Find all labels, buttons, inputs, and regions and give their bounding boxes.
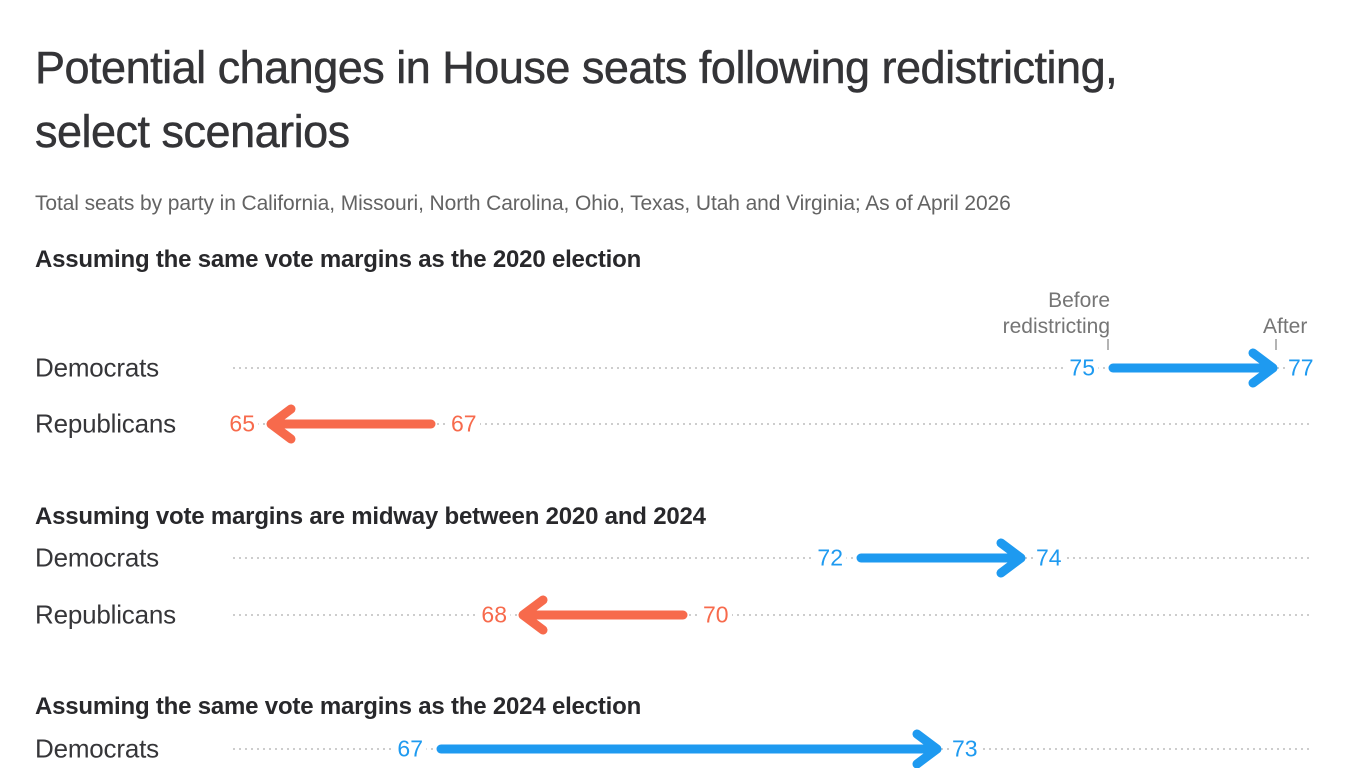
before-value: 67 xyxy=(448,409,480,439)
before-value: 67 xyxy=(394,734,426,764)
section-header-2020-margins: Assuming the same vote margins as the 20… xyxy=(35,246,642,273)
section-header-2024-margins: Assuming the same vote margins as the 20… xyxy=(35,693,642,720)
row-label: Democrats xyxy=(35,352,159,383)
row-dotted-line xyxy=(233,614,1310,616)
after-value: 77 xyxy=(1285,353,1317,383)
after-value: 68 xyxy=(478,600,510,630)
chart-subtitle: Total seats by party in California, Miss… xyxy=(35,192,1011,215)
axis-tick-after xyxy=(1275,339,1277,350)
chart-row-democrats-2024: Democrats 67 73 xyxy=(0,721,1366,768)
chart-row-republicans-midway: Republicans 70 68 xyxy=(0,587,1366,643)
row-dotted-line xyxy=(233,367,1310,369)
axis-tick-before xyxy=(1107,339,1109,350)
after-value: 74 xyxy=(1033,543,1065,573)
chart-title: Potential changes in House seats followi… xyxy=(35,42,1118,158)
chart-row-democrats-2020: Democrats 75 77 xyxy=(0,340,1366,396)
row-dotted-line xyxy=(233,557,1310,559)
change-arrow-icon xyxy=(518,595,688,635)
section-header-midway-margins: Assuming vote margins are midway between… xyxy=(35,503,706,530)
change-arrow-icon xyxy=(266,404,436,444)
row-label: Democrats xyxy=(35,733,159,764)
chart-row-democrats-midway: Democrats 72 74 xyxy=(0,530,1366,586)
before-value: 75 xyxy=(1066,353,1098,383)
row-label: Republicans xyxy=(35,599,176,630)
axis-label-after: After xyxy=(1263,315,1308,338)
change-arrow-icon xyxy=(1108,348,1278,388)
row-label: Democrats xyxy=(35,542,159,573)
row-label: Republicans xyxy=(35,408,176,439)
after-value: 65 xyxy=(226,409,258,439)
axis-label-before-redistricting: Before redistricting xyxy=(1002,289,1110,338)
change-arrow-icon xyxy=(856,538,1026,578)
chart-row-republicans-2020: Republicans 67 65 xyxy=(0,396,1366,452)
after-value: 73 xyxy=(949,734,981,764)
before-value: 70 xyxy=(700,600,732,630)
row-dotted-line xyxy=(233,423,1310,425)
change-arrow-icon xyxy=(436,729,942,768)
before-value: 72 xyxy=(814,543,846,573)
